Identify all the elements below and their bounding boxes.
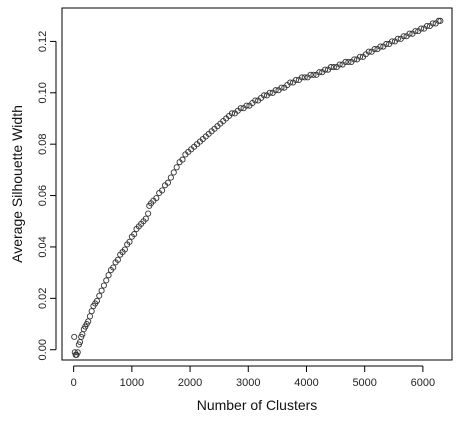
data-point [400,33,407,40]
data-point [310,71,317,78]
data-point [356,53,364,60]
x-tick-label: 5000 [352,377,376,389]
data-point [105,272,112,279]
data-point [126,238,133,245]
data-point [243,102,250,109]
x-tick-label: 2000 [178,377,202,389]
data-point [153,195,160,202]
data-point [394,35,401,42]
data-point [103,277,110,284]
data-point [292,76,300,83]
x-axis-title: Number of Clusters [197,397,318,413]
x-tick-label: 0 [71,377,77,389]
data-point [228,110,236,117]
data-point [260,92,268,99]
data-point [159,187,166,194]
data-point [266,89,273,96]
data-point [142,215,149,222]
data-point [336,61,343,68]
data-point [272,87,279,94]
x-tick-label: 3000 [236,377,260,389]
data-point [345,58,352,66]
data-point [406,30,413,37]
data-point [429,20,436,27]
y-axis-title: Average Silhouette Width [9,105,25,263]
y-tick-label: 0.08 [37,133,49,154]
y-tick-label: 0.04 [37,236,49,257]
y-tick-label: 0.10 [37,82,49,103]
data-point [383,40,390,48]
data-point [173,164,180,171]
data-point [342,58,349,66]
data-point [412,28,419,35]
data-point [110,264,117,271]
data-point [86,313,93,320]
data-point [252,97,259,104]
data-point [330,64,337,71]
x-tick-label: 4000 [294,377,318,389]
data-point [307,71,314,78]
data-point [423,22,431,30]
data-point [131,231,138,238]
y-axis: 0.00 0.02 0.04 0.06 0.08 0.10 0.12 [37,31,57,360]
data-point [435,17,442,24]
data-point [114,256,121,263]
y-tick-label: 0.06 [37,185,49,206]
x-tick-label: 1000 [120,377,144,389]
y-tick-label: 0.12 [37,31,49,52]
data-point [278,84,285,91]
data-point [351,56,358,63]
data-point [316,69,323,76]
data-point [164,179,171,186]
data-point [121,246,128,253]
data-point [301,74,308,81]
y-tick-label: 0.02 [37,288,49,309]
data-point [167,174,174,181]
data-point [170,169,177,176]
data-point [322,66,329,73]
data-point [287,79,294,86]
data-points [71,17,444,358]
y-tick-label: 0.00 [37,339,49,360]
data-point [237,105,244,112]
data-point [437,17,444,24]
data-point [93,297,100,304]
data-point [145,210,152,217]
data-point [388,38,396,45]
data-point [418,25,425,32]
plot-frame [61,7,453,361]
x-axis: 0 1000 2000 3000 4000 5000 6000 [71,365,435,389]
data-point [371,46,378,53]
data-point [100,282,107,289]
data-point [377,43,384,50]
data-point [88,308,95,315]
data-point [365,48,372,55]
data-point [71,333,78,340]
data-point [179,156,186,163]
data-point [96,292,103,299]
x-tick-label: 6000 [411,377,435,389]
data-point [98,287,105,294]
data-point [298,74,305,81]
data-point [327,64,334,71]
data-point [74,349,81,356]
data-point [85,318,92,325]
